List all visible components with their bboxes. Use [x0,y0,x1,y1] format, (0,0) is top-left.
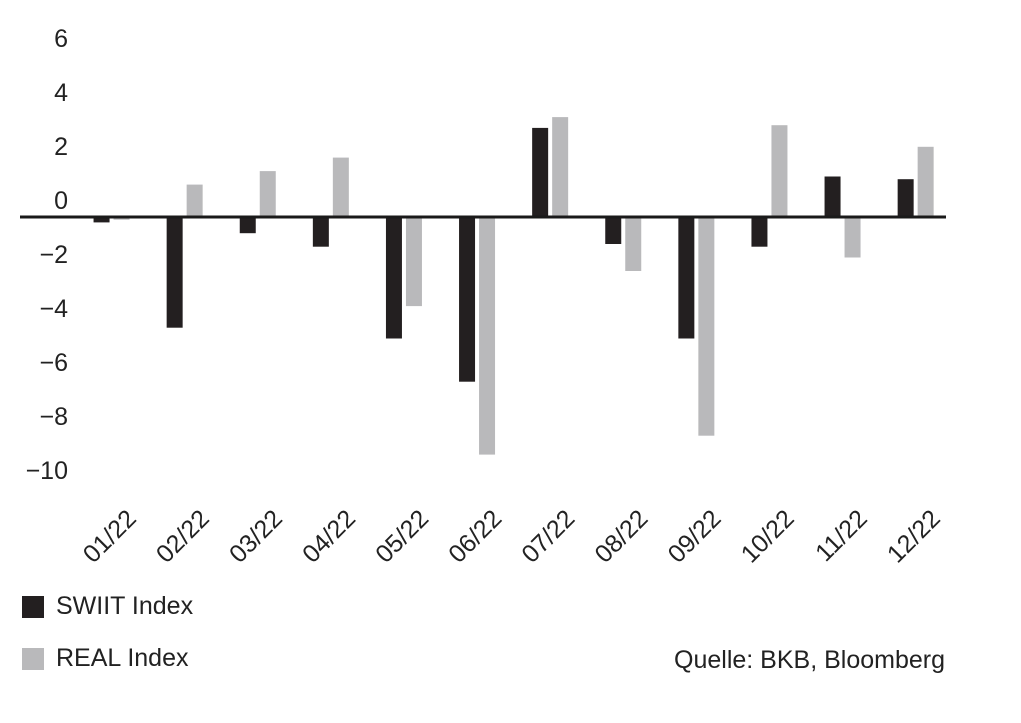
x-tick-label: 07/22 [516,504,580,568]
bar-swiit-07-22 [532,127,549,217]
bar-swiit-12-22 [897,179,914,217]
bar-real-10-22 [771,125,788,217]
bars [93,117,934,455]
source-note: Quelle: BKB, Bloomberg [674,646,945,674]
legend-item-real: REAL Index [22,644,188,673]
y-tick-label: 6 [54,25,68,53]
x-tick-label: 11/22 [810,504,873,567]
bar-real-02-22 [186,184,203,217]
bar-swiit-02-22 [166,217,183,328]
bar-real-07-22 [552,117,569,217]
x-tick-label: 03/22 [224,504,288,568]
x-tick-label: 01/22 [78,504,142,568]
y-tick-label: −2 [39,241,68,269]
bar-chart: 6 4 2 0 −2 −4 −6 −8 −10 01/22 02/22 03/22 04/22 05/2… [20,25,946,568]
y-tick-label: 4 [54,79,68,107]
bar-real-04-22 [332,157,349,217]
y-tick-label: −10 [26,457,68,485]
legend-label-swiit: SWIIT Index [56,592,194,620]
bar-real-12-22 [917,146,934,217]
legend-item-swiit: SWIIT Index [22,592,193,621]
x-tick-label: 09/22 [663,504,727,568]
bar-swiit-09-22 [678,217,695,339]
x-tick-label: 05/22 [370,504,434,568]
x-tick-label: 10/22 [736,504,800,568]
bar-swiit-06-22 [459,217,476,382]
bar-swiit-11-22 [824,176,841,217]
x-tick-label: 12/22 [882,504,946,568]
bar-swiit-03-22 [239,217,256,234]
bar-real-03-22 [259,171,276,217]
x-tick-label: 06/22 [443,504,507,568]
bar-real-06-22 [479,217,496,455]
y-tick-label: 0 [54,187,68,215]
bar-real-09-22 [698,217,715,436]
legend-swatch-swiit [22,595,44,618]
bar-real-05-22 [405,217,422,307]
bar-swiit-10-22 [751,217,768,247]
y-tick-label: 2 [54,133,68,161]
y-tick-label: −8 [39,403,68,431]
y-tick-label: −6 [39,349,68,377]
x-axis-ticks: 01/22 02/22 03/22 04/22 05/22 06/22 07/22 08/22… [78,504,946,568]
bar-real-11-22 [844,217,861,258]
x-tick-label: 02/22 [151,504,215,568]
y-tick-label: −4 [39,295,68,323]
x-tick-label: 08/22 [589,504,653,568]
legend-swatch-real [22,647,44,670]
x-tick-label: 04/22 [297,504,361,568]
bar-swiit-04-22 [312,217,329,247]
bar-real-08-22 [625,217,642,271]
bar-swiit-01-22 [93,217,110,223]
y-axis-ticks: 6 4 2 0 −2 −4 −6 −8 −10 [26,25,69,485]
legend-label-real: REAL Index [56,644,189,672]
bar-swiit-05-22 [385,217,402,339]
bar-swiit-08-22 [605,217,622,244]
